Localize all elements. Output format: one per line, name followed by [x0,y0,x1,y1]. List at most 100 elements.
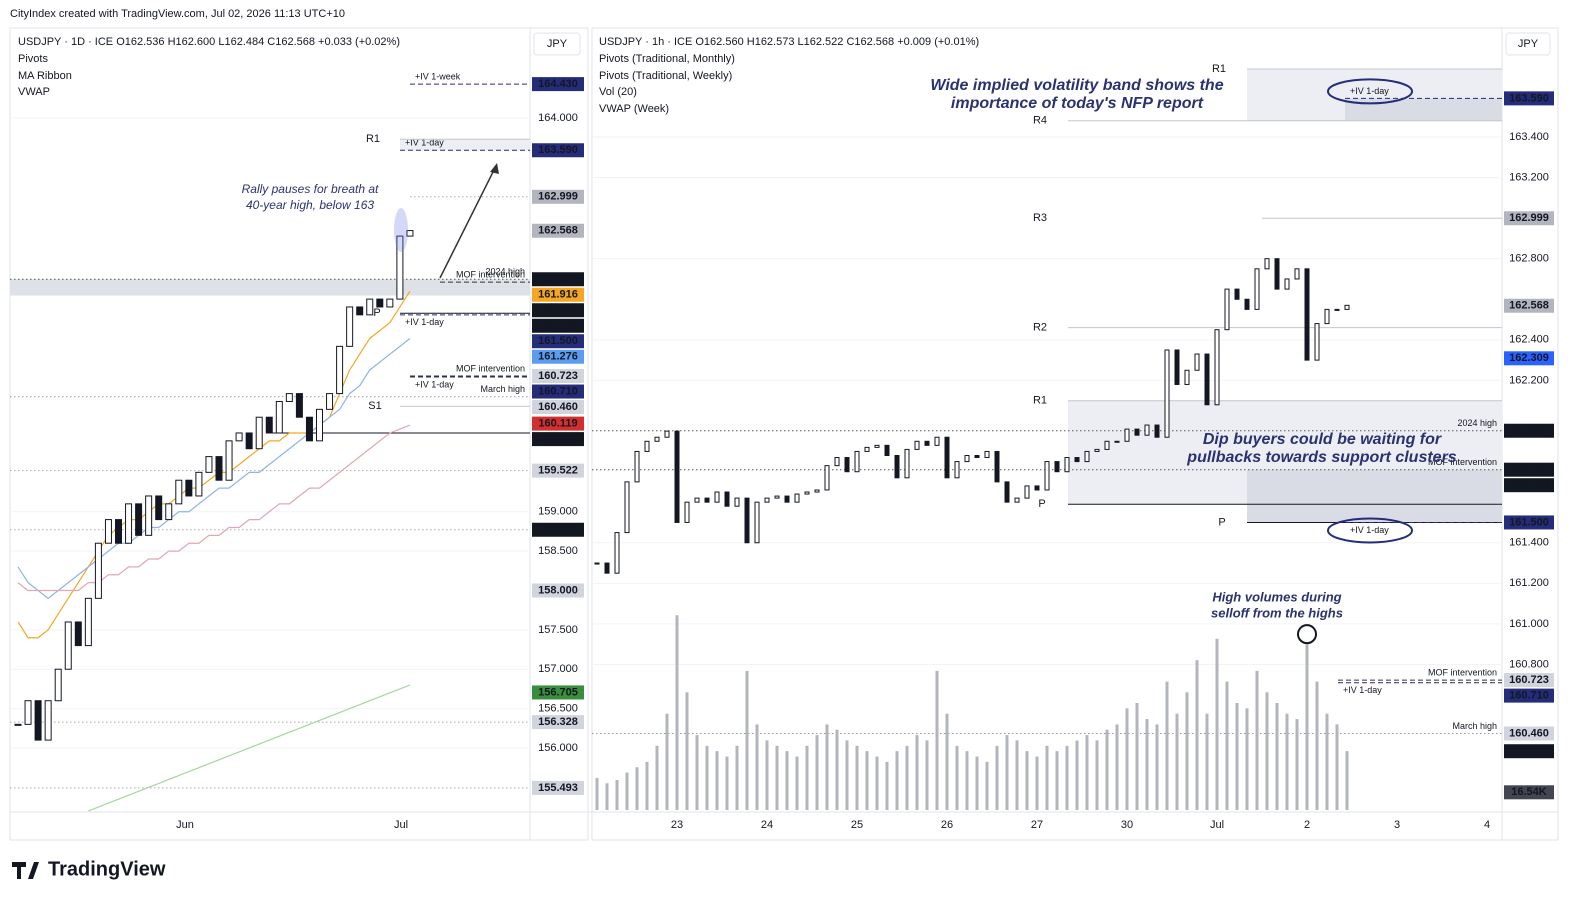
volume-bar [885,761,889,810]
y-tick-label: 157.000 [538,663,578,675]
candle [1024,485,1030,499]
candle [1194,353,1200,371]
candle [195,471,203,497]
candle [265,416,273,434]
candle [74,621,82,647]
indicator-label: Vol (20) [599,86,637,98]
volume-bar [695,735,699,810]
level-label: March high [480,384,525,394]
candle [1064,457,1070,473]
x-tick-label: Jun [176,819,194,831]
y-tick-label: 163.200 [1509,171,1549,183]
price-tag-label: 161.952 [538,273,578,285]
volume-bar [1315,681,1319,810]
candle [84,597,92,647]
level-label: +IV 1-day [1350,86,1389,96]
level-label: P [1038,498,1045,510]
level-label: R2 [1033,322,1047,334]
candle [1214,329,1220,406]
volume-bar [675,615,679,810]
volume-bar [1035,756,1039,810]
y-tick-label: 164.000 [538,112,578,124]
price-tag-label: 158.771 [538,524,578,536]
candle [1084,450,1090,463]
level-label: MOF intervention [1428,667,1497,677]
level-label: 2024 high [485,267,525,277]
level-label: MOF intervention [1428,457,1497,467]
price-tag [532,463,584,478]
candle [644,440,650,452]
price-tag [532,77,584,92]
y-tick-label: 158.500 [538,545,578,557]
price-tag-label: 163.590 [538,144,578,156]
candle [104,519,112,544]
x-tick-label: 30 [1121,819,1133,831]
candle [884,444,890,456]
price-tag [1504,91,1554,106]
candle [694,497,700,503]
ma-line [17,337,411,600]
indicator-label: Pivots (Traditional, Weekly) [599,70,732,82]
candle [854,450,860,473]
candle [1204,353,1210,406]
candle [1174,349,1180,385]
price-tag-label: 160.119 [538,418,577,430]
left-frame [9,27,589,841]
candle [904,448,910,479]
price-tag-label: 161.760 [538,304,578,316]
volume-bar [1165,681,1169,810]
candle [1094,448,1100,452]
volume-bar [895,751,899,810]
y-tick-label: 162.800 [1509,253,1549,265]
price-tag-label: 160.460 [538,401,578,413]
volume-bar [1325,713,1329,810]
candle [1234,288,1240,300]
candle [1284,278,1290,290]
candle [245,432,253,450]
price-tag-label: 160.723 [538,370,578,382]
volume-bar [1085,735,1089,810]
level-label: +IV 1-day [1343,685,1382,695]
candle [774,495,780,499]
candle [894,454,900,479]
chart-title: USDJPY · 1D · ICE O162.536 H162.600 L162… [18,36,400,48]
candle [1114,440,1120,443]
ma-line [17,290,411,639]
candle [295,393,303,418]
candle [724,491,730,507]
level-label: MOF intervention [456,363,525,373]
y-tick-label: 162.200 [1509,374,1549,386]
candle [974,454,980,459]
candle [1184,369,1190,385]
x-tick-label: 3 [1394,819,1400,831]
candle [275,400,283,434]
candle [834,457,840,467]
volume-bar [745,670,749,810]
y-tick-label: 162.400 [1509,334,1549,346]
highlight-circle [1297,624,1317,645]
candle [155,495,163,521]
price-tag [532,715,584,730]
candle [674,430,680,523]
candle [1224,288,1230,331]
candle [714,491,720,503]
candle [994,450,1000,483]
arrow [439,167,496,279]
volume-bar [1155,724,1159,810]
level-label: +IV 1-day [405,317,444,327]
volume-bar [655,745,659,810]
volume-bar [995,745,999,810]
candle [94,542,102,599]
highlight-ellipse [1327,78,1413,105]
candle [814,489,820,493]
volume-bar [1125,708,1129,810]
price-tag-label: 162.309 [1509,352,1549,364]
level-label: S1 [368,400,381,412]
candle [24,700,32,725]
arrow-head [490,163,499,174]
price-tag [532,416,584,431]
candle [1134,428,1140,436]
level-label: R4 [1033,115,1047,127]
indicator-label: Pivots [18,53,48,65]
volume-bar [1065,745,1069,810]
